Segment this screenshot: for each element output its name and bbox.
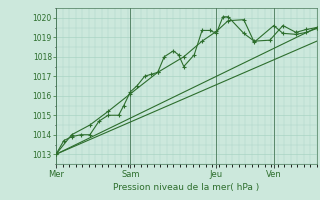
X-axis label: Pression niveau de la mer( hPa ): Pression niveau de la mer( hPa ): [113, 183, 260, 192]
